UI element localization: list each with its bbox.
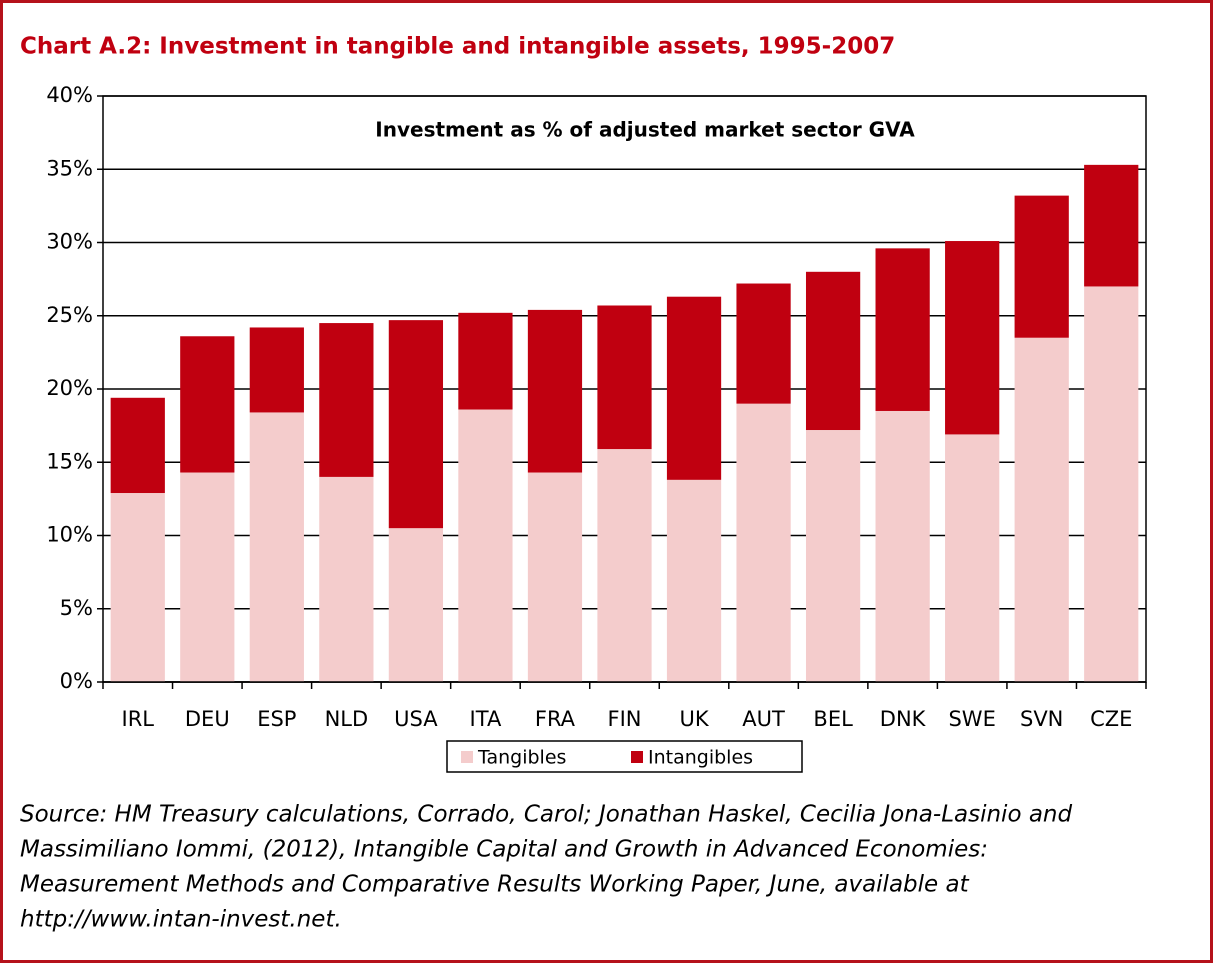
chart: Chart A.2: Investment in tangible and in… bbox=[20, 34, 1147, 933]
bar-segment bbox=[458, 409, 513, 682]
y-tick-label: 15% bbox=[46, 449, 93, 473]
x-tick-label: DNK bbox=[880, 707, 927, 731]
source-line: Source: HM Treasury calculations, Corrad… bbox=[20, 802, 1072, 828]
x-tick-label: CZE bbox=[1090, 707, 1132, 731]
bar-segment bbox=[1014, 337, 1069, 682]
x-tick-label: AUT bbox=[742, 707, 785, 731]
y-tick-label: 10% bbox=[46, 523, 93, 547]
y-tick-label: 25% bbox=[46, 303, 93, 327]
bar-segment bbox=[249, 412, 304, 682]
bar-segment bbox=[805, 271, 861, 431]
legend-label: Intangibles bbox=[648, 747, 753, 769]
bar-segment bbox=[1014, 195, 1069, 338]
bar-segment bbox=[527, 309, 583, 473]
bar-segment bbox=[180, 336, 235, 473]
x-tick-label: ITA bbox=[470, 707, 502, 731]
bar-segment bbox=[736, 403, 791, 682]
bar-segment bbox=[249, 327, 304, 413]
x-tick-label: UK bbox=[679, 707, 709, 731]
x-tick-label: ESP bbox=[257, 707, 296, 731]
bar-segment bbox=[180, 472, 235, 682]
y-tick-label: 35% bbox=[46, 156, 93, 180]
legend-swatch bbox=[631, 751, 643, 763]
y-tick-label: 20% bbox=[46, 376, 93, 400]
chart-title: Chart A.2: Investment in tangible and in… bbox=[20, 34, 895, 60]
legend-box bbox=[446, 740, 803, 773]
bar-segment bbox=[736, 283, 791, 404]
x-tick-label: SVN bbox=[1020, 707, 1063, 731]
x-tick-label: USA bbox=[394, 707, 438, 731]
bar-segment bbox=[319, 476, 374, 682]
bar-segment bbox=[388, 528, 444, 682]
y-tick-label: 40% bbox=[46, 83, 93, 107]
source-line: Massimiliano Iommi, (2012), Intangible C… bbox=[20, 837, 988, 863]
y-tick-label: 5% bbox=[60, 596, 93, 620]
bar-segment bbox=[527, 472, 583, 682]
bar-segment bbox=[110, 493, 165, 682]
legend-swatch bbox=[461, 751, 473, 763]
bar-segment bbox=[875, 410, 930, 682]
x-tick-label: NLD bbox=[325, 707, 369, 731]
bar-segment bbox=[1084, 164, 1139, 287]
bar-segment bbox=[945, 434, 1000, 682]
bar-segment bbox=[666, 479, 722, 682]
bar-segment bbox=[1084, 286, 1139, 682]
bar-segment bbox=[805, 430, 861, 682]
bar-segment bbox=[666, 296, 722, 480]
source-line: http://www.intan-invest.net. bbox=[20, 907, 342, 933]
bar-segment bbox=[597, 449, 652, 682]
x-tick-label: BEL bbox=[813, 707, 853, 731]
bar-segment bbox=[110, 397, 165, 494]
source-line: Measurement Methods and Comparative Resu… bbox=[20, 872, 970, 898]
chart-subtitle: Investment as % of adjusted market secto… bbox=[375, 118, 915, 142]
x-tick-label: DEU bbox=[185, 707, 230, 731]
bar-segment bbox=[597, 305, 652, 450]
bar-segment bbox=[319, 323, 374, 477]
x-tick-label: SWE bbox=[948, 707, 995, 731]
x-tick-label: IRL bbox=[122, 707, 155, 731]
bar-segment bbox=[388, 320, 444, 529]
bar-segment bbox=[875, 248, 930, 411]
bar-segment bbox=[458, 312, 513, 410]
x-tick-label: FRA bbox=[535, 707, 576, 731]
bar-segment bbox=[945, 241, 1000, 435]
y-tick-label: 30% bbox=[46, 230, 93, 254]
legend-label: Tangibles bbox=[477, 747, 566, 769]
x-tick-label: FIN bbox=[608, 707, 642, 731]
y-tick-label: 0% bbox=[60, 669, 93, 693]
